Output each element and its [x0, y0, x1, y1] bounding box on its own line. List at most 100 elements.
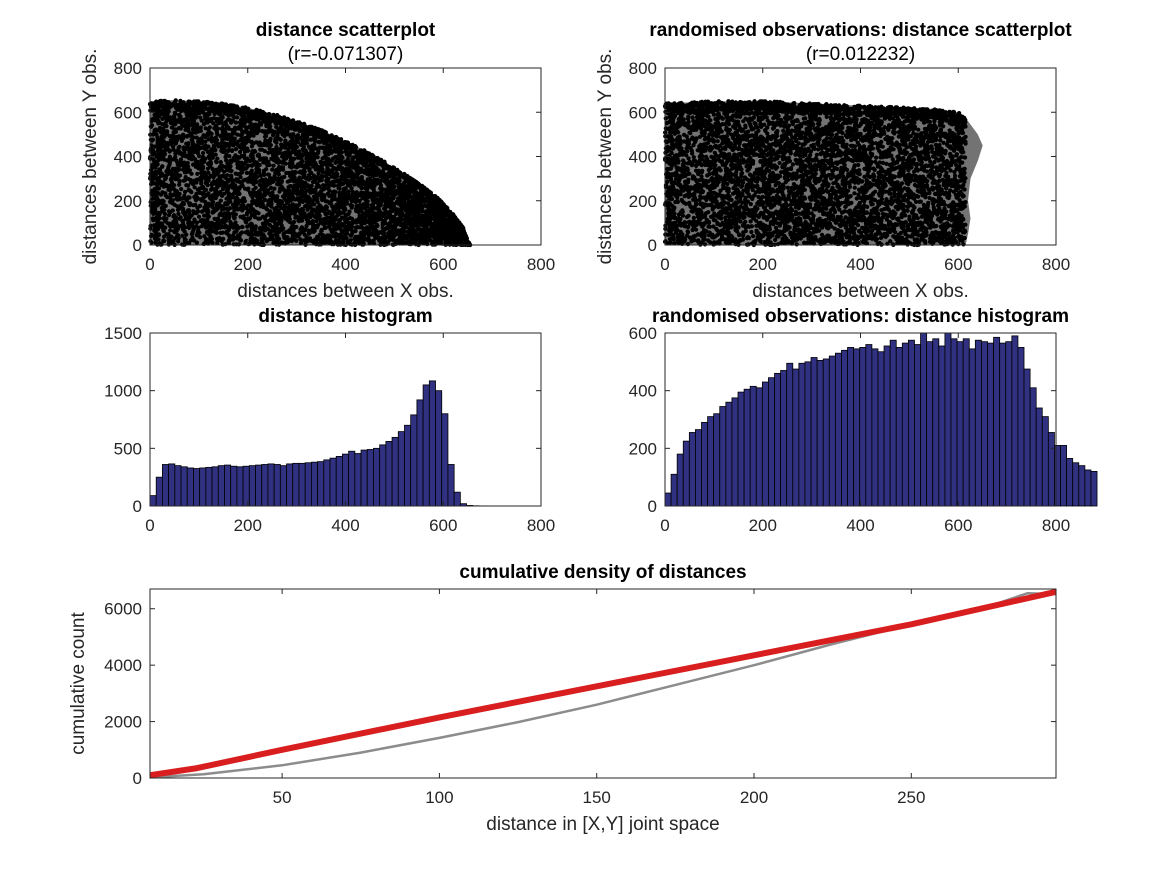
histogram-bar — [447, 464, 455, 507]
y-tick-label: 0 — [133, 769, 142, 788]
histogram-bar — [1090, 470, 1098, 507]
histogram-bar — [786, 362, 794, 507]
histogram-bar — [731, 397, 739, 507]
histogram-bar — [944, 332, 952, 507]
x-tick-label: 600 — [429, 516, 457, 535]
histogram-bar — [342, 453, 350, 507]
histogram-bar — [310, 461, 318, 507]
histogram-bar — [354, 453, 362, 507]
histogram-bar — [804, 361, 812, 507]
y-tick-label: 600 — [114, 103, 142, 122]
y-tick-label: 200 — [629, 192, 657, 211]
x-tick-label: 200 — [749, 255, 777, 274]
x-tick-label: 200 — [740, 788, 768, 807]
histogram-bar — [205, 466, 213, 507]
chart-title: distance scatterplot — [256, 20, 436, 41]
x-tick-label: 400 — [846, 516, 874, 535]
histogram-bar — [914, 344, 921, 507]
histogram-bar — [822, 358, 830, 507]
histogram-bar — [859, 347, 867, 507]
axes-frame — [149, 588, 1057, 779]
x-tick-label: 200 — [749, 516, 777, 535]
histogram-bar — [211, 466, 219, 507]
histogram-bar — [1060, 445, 1068, 507]
y-tick-label: 2000 — [104, 713, 142, 732]
histogram-bar — [435, 390, 443, 507]
x-tick-label: 400 — [846, 255, 874, 274]
y-tick-label: 600 — [629, 103, 657, 122]
histogram-bar — [230, 465, 238, 507]
histogram-bar — [841, 349, 848, 507]
histogram-bar — [1011, 335, 1019, 507]
y-tick-label: 400 — [629, 382, 657, 401]
chart-title: distance histogram — [258, 306, 432, 327]
histogram-bar — [1047, 432, 1055, 507]
histogram-bar — [224, 464, 232, 507]
x-tick-label: 800 — [527, 255, 555, 274]
histogram-bar — [828, 355, 836, 507]
chart-subtitle: (r=0.012232) — [806, 44, 915, 65]
scatter-density — [665, 101, 983, 245]
x-tick-label: 400 — [331, 255, 359, 274]
x-tick-label: 800 — [527, 516, 555, 535]
histogram-bar — [853, 348, 861, 507]
histogram-bar — [1005, 341, 1013, 507]
histogram-bar — [416, 399, 424, 507]
x-tick-label: 600 — [944, 255, 972, 274]
histogram-bar — [410, 414, 418, 507]
y-tick-label: 1000 — [104, 382, 142, 401]
x-axis-label: distances between X obs. — [237, 281, 454, 302]
histogram-bar — [950, 338, 958, 507]
histogram-bar — [974, 339, 982, 507]
scatter-plot-original: 0 200 400 600 800 0 200 400 600 800 distance scatt… — [80, 20, 555, 302]
y-tick-label: 1500 — [104, 324, 142, 343]
y-tick-label: 800 — [114, 59, 142, 78]
histogram-bar — [174, 465, 182, 507]
histogram-bar — [999, 342, 1007, 507]
histogram-bar — [774, 372, 782, 507]
histogram-bar — [180, 466, 188, 507]
histogram-bar — [1066, 458, 1074, 507]
series-line-2 — [149, 588, 1057, 779]
histogram-bar — [1054, 445, 1061, 507]
histogram-bar — [422, 384, 430, 507]
y-tick-label: 400 — [629, 148, 657, 167]
histogram-bar — [1023, 368, 1031, 507]
y-tick-label: 600 — [629, 324, 657, 343]
chart-title: randomised observations: distance histog… — [652, 306, 1069, 327]
histogram-bar — [956, 341, 964, 507]
y-tick-label: 500 — [114, 439, 142, 458]
x-tick-label: 600 — [429, 255, 457, 274]
y-tick-label: 0 — [133, 236, 142, 255]
y-tick-label: 6000 — [104, 600, 142, 619]
scatter-points — [662, 99, 983, 248]
histogram-bar — [186, 467, 194, 507]
y-tick-label: 200 — [114, 192, 142, 211]
histogram-bars — [149, 380, 492, 507]
x-tick-label: 0 — [145, 516, 154, 535]
x-tick-label: 0 — [145, 255, 154, 274]
scatter-density — [150, 100, 471, 245]
histogram-bar — [707, 416, 715, 507]
histogram-bar — [664, 492, 672, 507]
histogram-bar — [267, 463, 275, 507]
histogram-bar — [682, 440, 690, 507]
y-tick-label: 800 — [629, 59, 657, 78]
histogram-bar — [1035, 407, 1043, 507]
histogram-bar — [780, 370, 788, 507]
histogram-bar — [701, 421, 708, 507]
histogram-bar — [298, 462, 306, 507]
histogram-bar — [1017, 347, 1025, 507]
histogram-bar — [871, 348, 879, 507]
histogram-bar — [168, 463, 176, 507]
histogram-bar — [286, 463, 294, 507]
histogram-bar — [236, 466, 244, 507]
histogram-bar — [889, 339, 897, 507]
chart-subtitle: (r=-0.071307) — [288, 44, 404, 65]
histogram-bar — [895, 347, 903, 507]
x-tick-label: 400 — [331, 516, 359, 535]
y-tick-label: 0 — [648, 236, 657, 255]
y-tick-label: 0 — [133, 497, 142, 516]
